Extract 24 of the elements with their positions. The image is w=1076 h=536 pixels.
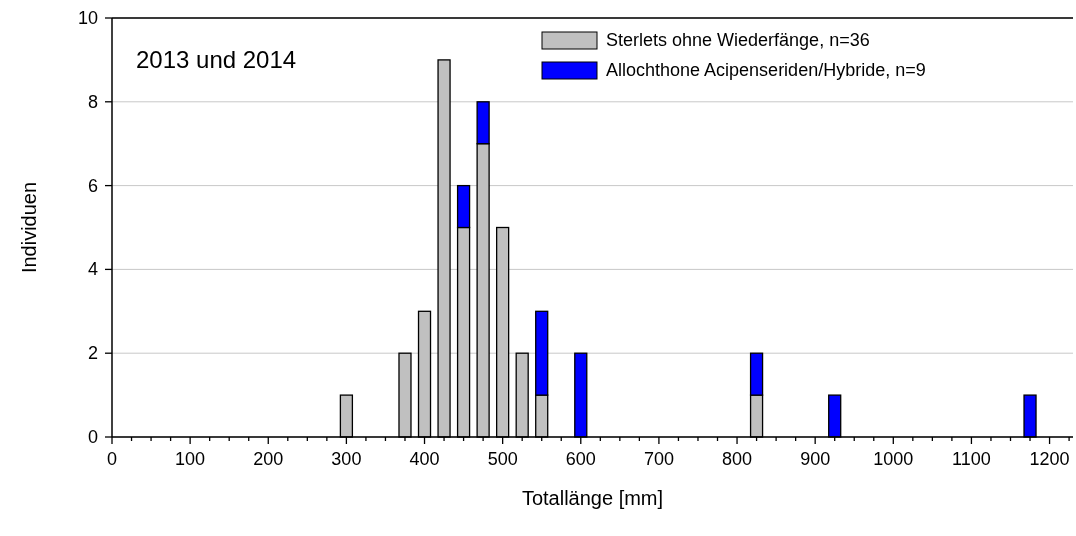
x-tick-label: 1200 xyxy=(1029,449,1070,469)
x-tick-label: 700 xyxy=(643,449,674,469)
x-tick-label: 200 xyxy=(253,449,284,469)
legend-label: Sterlets ohne Wiederfänge, n=36 xyxy=(606,30,870,50)
y-tick-label: 10 xyxy=(77,8,98,28)
x-tick-label: 800 xyxy=(722,449,753,469)
x-tick-label: 300 xyxy=(331,449,362,469)
x-tick-label: 1100 xyxy=(952,449,991,469)
legend-label: Allochthone Acipenseriden/Hybride, n=9 xyxy=(606,60,926,80)
y-axis-title: Individuen xyxy=(18,181,40,274)
y-tick-label: 4 xyxy=(87,259,98,280)
x-tick-label: 600 xyxy=(565,449,596,469)
x-tick-label: 1000 xyxy=(873,449,914,469)
x-tick-label: 500 xyxy=(487,449,518,469)
y-tick-label: 0 xyxy=(87,427,98,447)
x-tick-label: 900 xyxy=(800,449,831,469)
x-axis-title: Totallänge [mm] xyxy=(521,487,664,509)
x-tick-label: 0 xyxy=(106,449,118,469)
x-tick-label: 100 xyxy=(175,449,206,469)
x-tick-label: 400 xyxy=(409,449,440,469)
y-tick-label: 6 xyxy=(87,175,98,196)
annotation: 2013 und 2014 xyxy=(136,46,297,73)
y-tick-label: 8 xyxy=(87,91,98,112)
y-tick-label: 2 xyxy=(87,343,98,364)
